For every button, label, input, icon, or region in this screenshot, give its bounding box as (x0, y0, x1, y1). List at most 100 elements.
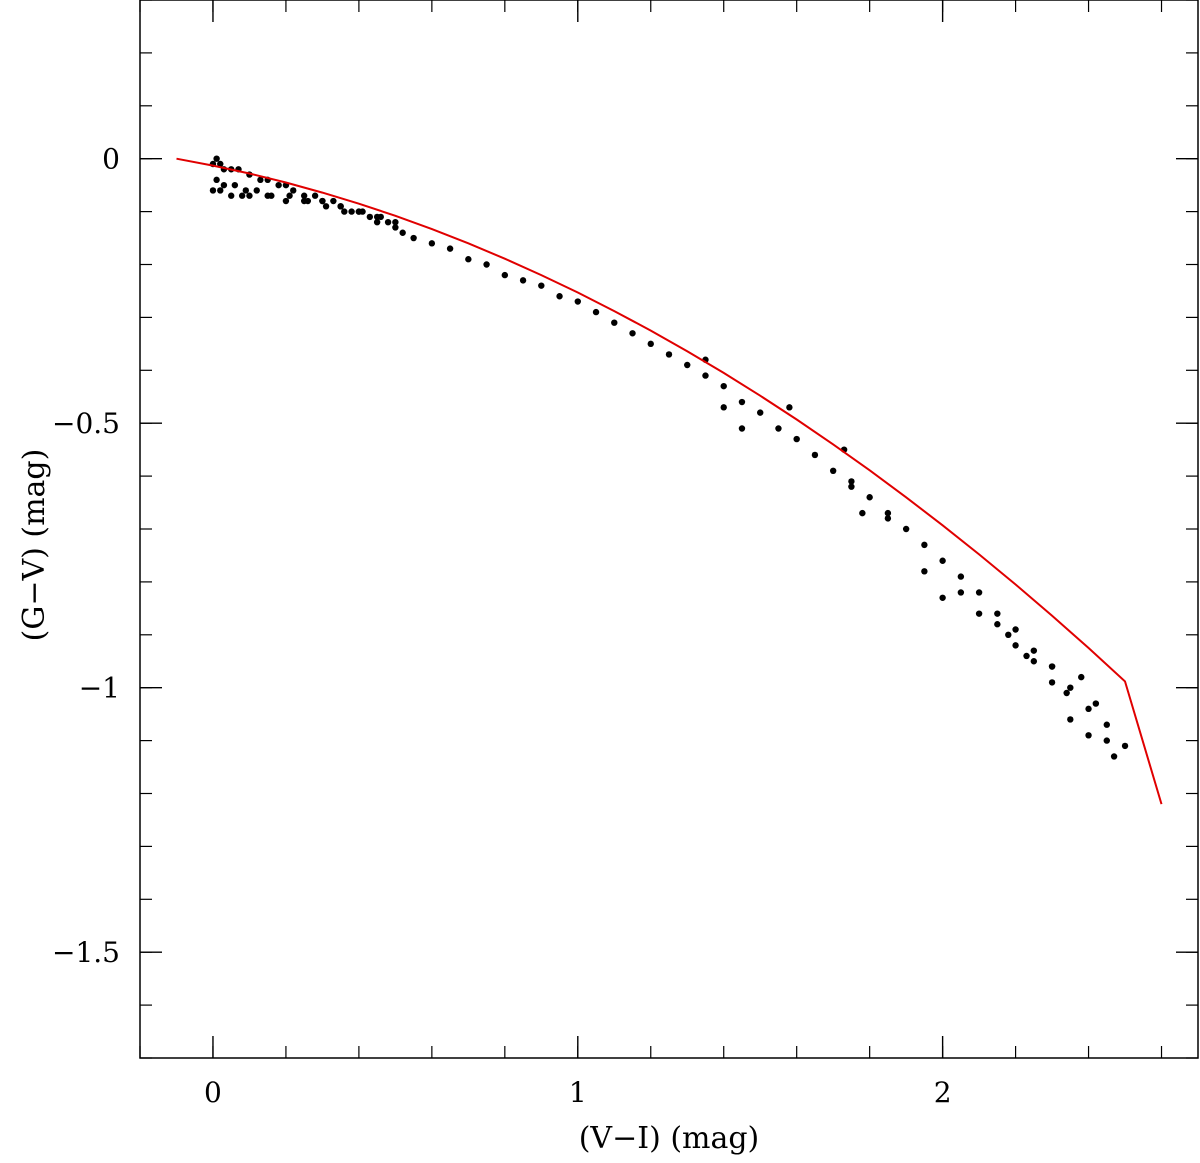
data-point (1030, 647, 1038, 654)
data-point (1085, 732, 1092, 739)
data-point (319, 197, 326, 205)
data-point (538, 282, 545, 289)
data-point (665, 351, 673, 358)
data-point (446, 245, 454, 252)
data-point (209, 187, 217, 194)
x-axis-title: (V−I) (mag) (579, 1121, 760, 1156)
data-point (1085, 705, 1092, 713)
y-tick-label: 0 (102, 143, 120, 176)
data-point (884, 515, 892, 522)
data-point (1103, 737, 1110, 744)
data-point (866, 494, 873, 501)
data-point (1030, 658, 1038, 665)
data-point (377, 213, 384, 221)
data-point (1012, 642, 1019, 649)
data-point (322, 203, 330, 210)
data-point (786, 404, 793, 411)
data-point (975, 610, 983, 617)
data-point (501, 271, 509, 279)
data-point (757, 409, 764, 416)
data-point (1078, 673, 1085, 681)
data-point (902, 525, 910, 533)
data-point (1023, 652, 1030, 660)
x-tick-labels: 0 1 2 (204, 1076, 951, 1109)
data-point (1067, 684, 1074, 691)
data-point (228, 192, 235, 199)
data-point (738, 425, 746, 432)
data-point (1103, 721, 1110, 728)
data-point (220, 181, 228, 189)
data-point (574, 298, 581, 305)
data-point (1110, 753, 1118, 760)
data-point (702, 372, 709, 379)
data-point (556, 293, 563, 300)
data-point (373, 218, 381, 226)
data-point (1067, 716, 1074, 723)
data-point (428, 240, 436, 247)
data-point (793, 435, 800, 443)
data-point (231, 181, 239, 189)
data-point (647, 340, 654, 348)
data-points (209, 155, 1129, 760)
data-point (242, 187, 249, 194)
data-point (611, 319, 618, 326)
data-point (519, 277, 527, 284)
data-point (213, 176, 220, 184)
data-point (859, 509, 866, 517)
y-axis-title: (G−V) (mag) (17, 449, 52, 642)
plot-frame (139, 0, 1199, 1059)
data-point (300, 192, 308, 199)
data-point (399, 229, 406, 236)
data-point (257, 176, 264, 184)
data-point (629, 330, 636, 337)
major-ticks (140, 0, 1198, 1058)
data-point (811, 451, 819, 459)
data-point (217, 187, 224, 194)
data-point (939, 594, 946, 601)
data-point (957, 573, 965, 580)
x-tick-label: 0 (204, 1076, 222, 1109)
data-point (848, 478, 855, 485)
data-point (483, 261, 490, 268)
data-point (921, 568, 928, 575)
data-point (282, 197, 290, 205)
data-point (213, 155, 220, 162)
data-point (1063, 689, 1070, 697)
data-point (720, 404, 727, 411)
data-point (921, 541, 928, 549)
data-point (884, 509, 892, 517)
data-point (359, 208, 366, 215)
data-point (465, 256, 472, 263)
data-point (348, 208, 355, 215)
data-point (829, 467, 837, 475)
data-point (290, 187, 297, 194)
y-tick-labels: 0 −0.5 −1 −1.5 (52, 143, 120, 970)
data-point (1012, 626, 1019, 633)
data-point (848, 483, 855, 490)
data-point (1121, 742, 1129, 750)
data-point (994, 621, 1001, 628)
data-point (238, 192, 246, 199)
data-point (384, 218, 392, 226)
data-point (366, 213, 374, 221)
data-point (286, 192, 293, 199)
x-tick-label: 1 (569, 1076, 587, 1109)
data-point (592, 308, 600, 316)
data-point (341, 208, 348, 215)
data-point (311, 192, 319, 199)
y-tick-label: −1.5 (52, 936, 120, 969)
data-point (1005, 631, 1012, 638)
data-point (268, 192, 275, 199)
data-point (1092, 700, 1100, 707)
data-point (392, 218, 399, 226)
data-point (975, 589, 983, 596)
data-point (994, 610, 1001, 617)
data-point (1048, 663, 1056, 670)
data-point (738, 398, 746, 406)
data-point (720, 382, 727, 390)
data-point (957, 589, 965, 596)
data-point (775, 425, 782, 432)
data-point (410, 234, 417, 242)
data-point (684, 361, 691, 369)
y-tick-label: −0.5 (52, 407, 120, 440)
